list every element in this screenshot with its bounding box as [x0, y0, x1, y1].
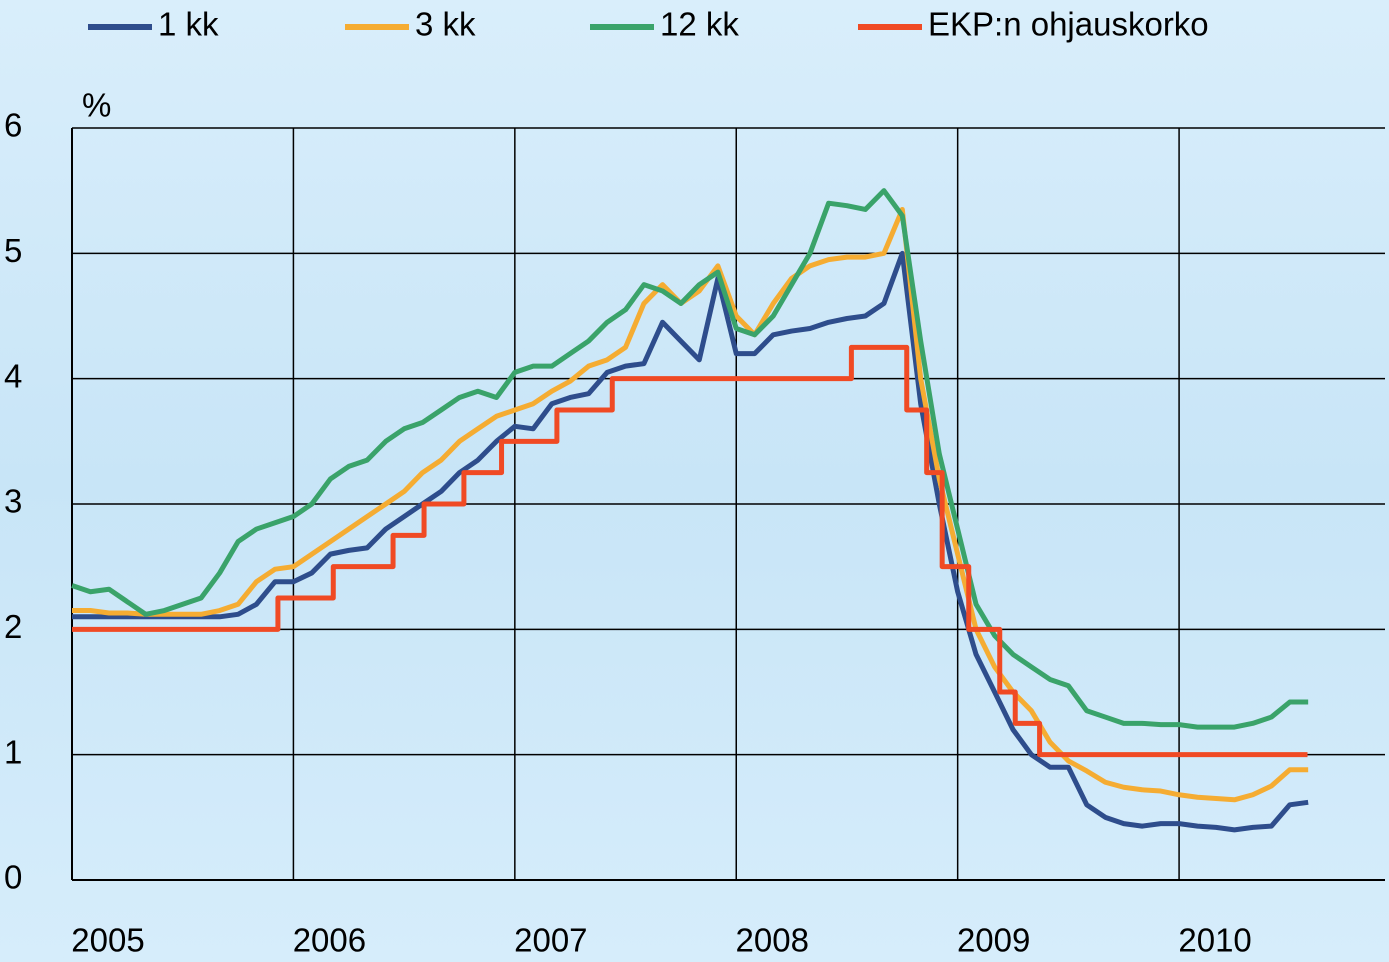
- legend-label: EKP:n ohjauskorko: [928, 6, 1209, 43]
- x-tick-label: 2008: [736, 922, 809, 959]
- y-tick-label: 3: [4, 483, 22, 520]
- series-line: [71, 188, 1309, 730]
- x-tick-label: 2010: [1178, 922, 1251, 959]
- legend-label: 1 kk: [158, 6, 219, 43]
- legend-label: 3 kk: [415, 6, 476, 43]
- series-line: [72, 250, 1309, 833]
- series-line: [72, 344, 1308, 758]
- y-tick-label: 1: [4, 733, 22, 770]
- y-tick-label: 4: [4, 357, 22, 394]
- legend-label: 12 kk: [660, 6, 739, 43]
- x-tick-label: 2006: [293, 922, 366, 959]
- y-tick-label: 0: [4, 859, 22, 896]
- y-tick-label: 2: [4, 608, 22, 645]
- x-tick-label: 2009: [957, 922, 1030, 959]
- y-tick-label: 6: [4, 107, 22, 144]
- y-axis-label: %: [82, 87, 111, 124]
- y-tick-label: 5: [4, 232, 22, 269]
- x-tick-label: 2005: [71, 922, 144, 959]
- x-tick-label: 2007: [514, 922, 587, 959]
